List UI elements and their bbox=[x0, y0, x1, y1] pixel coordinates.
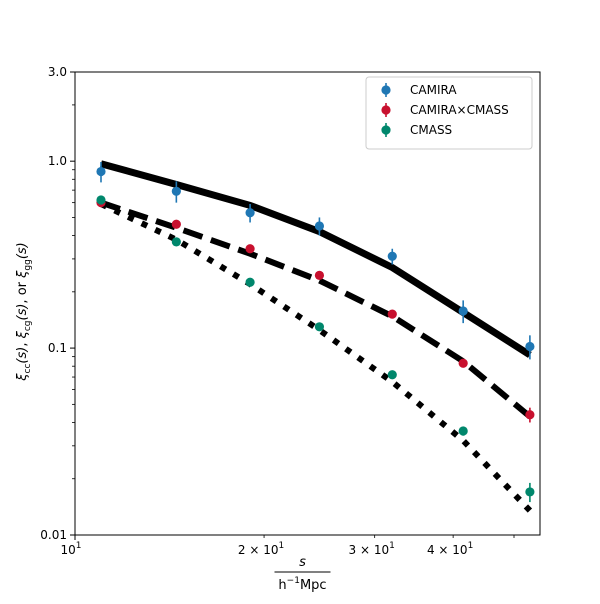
x-minor-tick-base: 4 × 10 bbox=[427, 543, 468, 557]
point-cmass-5 bbox=[458, 426, 468, 436]
legend-marker-cmass bbox=[381, 125, 391, 135]
point-camira-3 bbox=[314, 221, 325, 231]
legend: CAMIRA CAMIRA×CMASS CMASS bbox=[365, 76, 533, 150]
x-minor-tick-label-0: 2 × 101 bbox=[238, 541, 284, 557]
x-minor-tick-base: 3 × 10 bbox=[349, 543, 390, 557]
x-minor-tick-exp: 1 bbox=[468, 541, 474, 551]
y-axis-label-arg-0: (s) bbox=[15, 347, 30, 364]
legend-label-camira: CAMIRA bbox=[410, 83, 457, 97]
y-axis-label-xi-2: ξ bbox=[15, 270, 30, 279]
y-tick-label-2: 1.0 bbox=[48, 154, 67, 168]
point-cmass-6 bbox=[525, 487, 535, 497]
point-camira-cmass-2 bbox=[245, 244, 255, 254]
point-camira-5 bbox=[458, 306, 468, 316]
y-axis-label: ξcc(s), ξcg(s), or ξgg(s) bbox=[15, 242, 33, 382]
point-cmass-4 bbox=[387, 370, 397, 380]
legend-label-camira-cmass: CAMIRA×CMASS bbox=[410, 103, 509, 117]
point-camira-cmass-1 bbox=[171, 219, 181, 229]
y-axis-label-sub-0: cc bbox=[23, 364, 33, 374]
x-minor-tick-exp: 1 bbox=[389, 541, 395, 551]
y-axis-label-sep: , bbox=[15, 338, 30, 346]
x-minor-tick-exp: 1 bbox=[278, 541, 284, 551]
point-camira-cmass-4 bbox=[387, 309, 397, 319]
x-axis-label-numerator: s bbox=[299, 555, 306, 570]
x-axis-label-den-exp: −1 bbox=[287, 576, 300, 586]
x-axis-label-denominator: h−1Mpc bbox=[278, 576, 326, 593]
legend-marker-camira bbox=[381, 85, 391, 95]
y-axis-label-or: , or bbox=[15, 278, 30, 304]
point-camira-cmass-3 bbox=[314, 270, 325, 280]
point-cmass-3 bbox=[314, 322, 325, 332]
point-camira-2 bbox=[245, 208, 255, 218]
plot-inner bbox=[96, 160, 535, 513]
x-minor-tick-base: 2 × 10 bbox=[238, 543, 279, 557]
x-axis-label-den-prefix: h bbox=[278, 578, 286, 593]
x-axis-label-den-suffix: Mpc bbox=[300, 578, 327, 593]
y-axis-label-arg-2: (s) bbox=[15, 242, 30, 259]
y-tick-label-3: 3.0 bbox=[48, 65, 67, 79]
y-tick-label-0: 0.01 bbox=[40, 528, 67, 542]
axes-frame bbox=[74, 71, 541, 536]
x-major-tick-base: 10 bbox=[60, 543, 75, 557]
point-camira-4 bbox=[387, 251, 397, 261]
x-major-tick-exp: 1 bbox=[76, 541, 82, 551]
x-minor-tick-label-1: 3 × 101 bbox=[349, 541, 395, 557]
point-camira-1 bbox=[171, 186, 181, 196]
x-major-tick-label-0: 101 bbox=[60, 541, 81, 557]
point-cmass-2 bbox=[245, 277, 255, 287]
legend-marker-camira-cmass bbox=[381, 105, 391, 115]
y-tick-label-1: 0.1 bbox=[48, 341, 67, 355]
legend-label-cmass: CMASS bbox=[410, 123, 452, 137]
plot-area bbox=[96, 160, 535, 513]
point-camira-cmass-6 bbox=[525, 410, 535, 420]
y-axis-label-xi-0: ξ bbox=[15, 373, 30, 382]
y-axis-label-xi-1: ξ bbox=[15, 330, 30, 339]
y-axis-label-arg-1: (s) bbox=[15, 304, 30, 321]
model-line-dotted bbox=[99, 201, 533, 513]
point-camira-0 bbox=[96, 166, 106, 177]
point-cmass-0 bbox=[96, 195, 106, 205]
point-camira-6 bbox=[525, 341, 535, 352]
legend-box bbox=[365, 76, 533, 150]
point-camira-cmass-5 bbox=[458, 358, 468, 368]
y-axis-label-sub-2: gg bbox=[23, 259, 33, 270]
y-axis-label-sub-1: cg bbox=[23, 320, 33, 331]
x-minor-tick-label-2: 4 × 101 bbox=[427, 541, 473, 557]
point-cmass-1 bbox=[171, 237, 181, 247]
